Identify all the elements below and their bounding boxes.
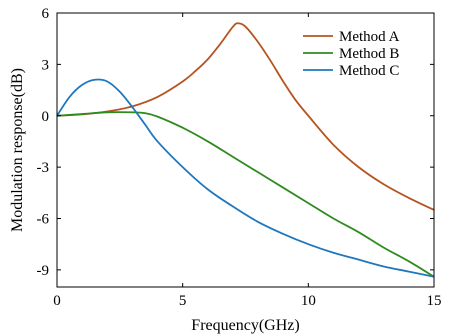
y-tick-label: 0 [42, 109, 50, 125]
legend-label: Method C [339, 63, 399, 79]
series-line-method-a [56, 22, 435, 211]
x-tick-label: 0 [53, 293, 61, 309]
y-tick-label: -3 [37, 160, 50, 176]
y-tick-label: 3 [42, 57, 50, 73]
x-tick-label: 15 [427, 293, 442, 309]
series-layer [56, 22, 435, 278]
series-line-method-b [56, 111, 435, 278]
y-axis-label: Modulation response(dB) [9, 68, 26, 232]
series-line-method-c [56, 78, 435, 278]
tick-layer: 0 5 10 15 6 3 0 -3 -6 -9 [37, 6, 442, 309]
plot-frame [56, 12, 435, 288]
x-axis-label: Frequency(GHz) [191, 317, 299, 334]
y-tick-label: -6 [37, 212, 50, 228]
legend-label: Method A [339, 29, 400, 45]
x-tick-label: 10 [301, 293, 316, 309]
y-tick-label: 6 [42, 6, 50, 22]
x-tick-label: 5 [179, 293, 187, 309]
y-tick-label: -9 [37, 263, 50, 279]
legend-label: Method B [339, 46, 399, 62]
